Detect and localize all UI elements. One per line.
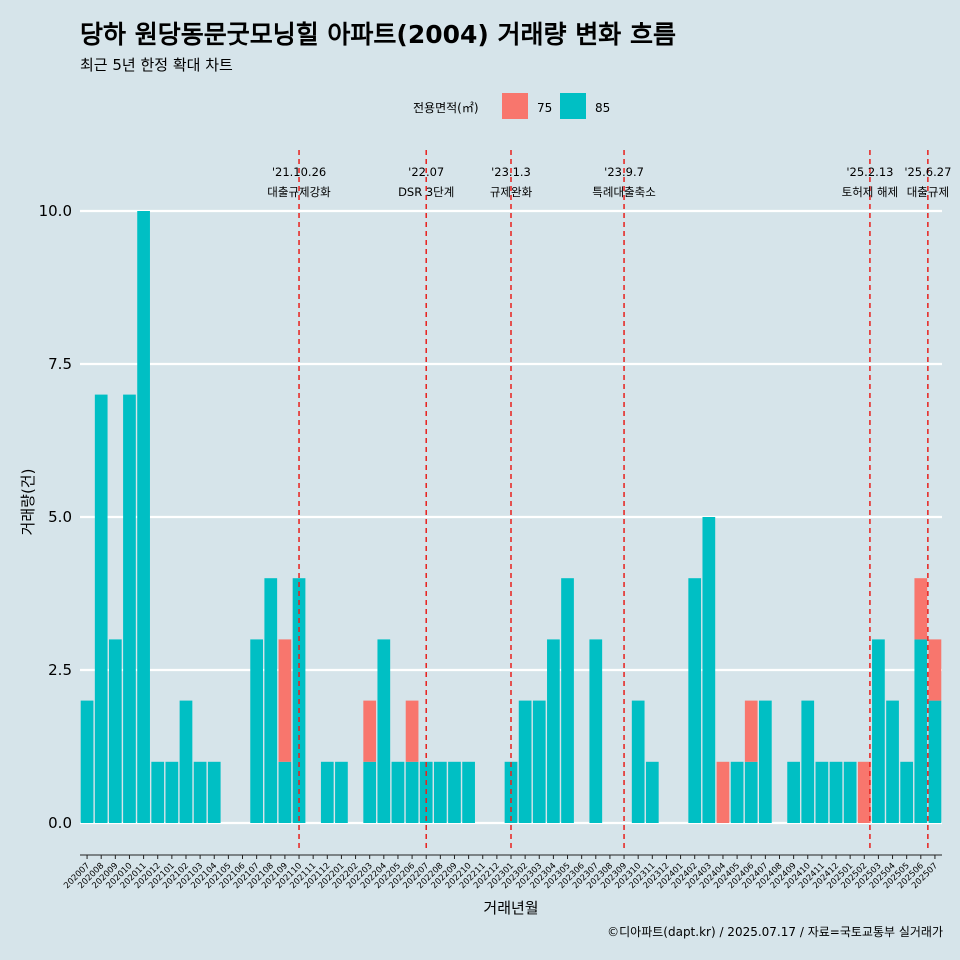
- bar-85-202206: [405, 761, 419, 823]
- bar-85-202505: [900, 761, 914, 823]
- y-axis-title: 거래량(건): [19, 469, 37, 536]
- bar-85-202104: [207, 761, 221, 823]
- legend-label-75: 75: [537, 101, 552, 115]
- event-date-label: '21.10.26: [272, 165, 326, 179]
- legend-label-85: 85: [595, 101, 610, 115]
- bar-75-202502: [857, 761, 871, 823]
- bar-75-202404: [716, 761, 730, 823]
- bar-75-202506: [914, 578, 928, 640]
- event-label: 특례대출축소: [592, 185, 655, 199]
- x-axis: 2020072020082020092020102020112020122021…: [62, 854, 942, 891]
- bar-85-202407: [759, 700, 772, 823]
- bar-85-202107: [250, 639, 263, 823]
- x-axis-title: 거래년월: [483, 899, 538, 917]
- y-tick-label: 10.0: [39, 202, 72, 220]
- event-date-label: '23.9.7: [604, 165, 644, 179]
- y-tick-label: 7.5: [48, 355, 72, 373]
- event-date-label: '23.1.3: [491, 165, 531, 179]
- bar-85-202208: [433, 761, 447, 823]
- bar-85-202203: [363, 761, 377, 823]
- bar-85-202304: [547, 639, 560, 823]
- event-label: 토허제 해제: [842, 185, 899, 199]
- bar-85-202008: [94, 394, 108, 823]
- event-date-label: '25.6.27: [904, 165, 951, 179]
- event-markers: '21.10.26 대출규제강화 '22.07 DSR 3단계 '23.1.3 규제완화 '…: [267, 150, 951, 849]
- bar-85-202011: [137, 211, 150, 823]
- legend-title: 전용면적(㎡): [413, 101, 479, 115]
- bar-85-202007: [80, 700, 94, 823]
- event-date-label: '25.2.13: [846, 165, 893, 179]
- y-tick-label: 0.0: [48, 814, 72, 832]
- bar-85-202108: [264, 578, 278, 823]
- bar-85-202012: [151, 761, 165, 823]
- event-date-label: '22.07: [408, 165, 444, 179]
- bar-85-202506: [914, 639, 928, 823]
- bar-85-202109: [278, 761, 292, 823]
- bar-85-202311: [645, 761, 659, 823]
- bar-85-202205: [391, 761, 405, 823]
- bar-85-202504: [886, 700, 899, 823]
- legend: 전용면적(㎡) 75 85: [413, 93, 610, 119]
- bar-75-202406: [744, 700, 758, 762]
- bar-85-202402: [688, 578, 702, 823]
- bar-85-202403: [702, 517, 716, 823]
- y-tick-label: 5.0: [48, 508, 72, 526]
- legend-swatch-85: [560, 93, 586, 119]
- chart-subtitle: 최근 5년 한정 확대 차트: [80, 56, 233, 74]
- bar-85-202103: [193, 761, 207, 823]
- caption: ©디아파트(dapt.kr) / 2025.07.17 / 자료=국토교통부 실…: [607, 925, 943, 939]
- bar-75-202206: [405, 700, 419, 762]
- bars: [80, 211, 942, 823]
- bar-85-202201: [335, 761, 348, 823]
- event-label: 대출규제: [907, 185, 949, 199]
- bar-85-202102: [179, 700, 193, 823]
- bar-85-202411: [815, 761, 829, 823]
- bar-85-202307: [589, 639, 603, 823]
- bar-85-202410: [801, 700, 815, 823]
- bar-85-202112: [320, 761, 334, 823]
- chart-title: 당하 원당동문굿모닝힐 아파트(2004) 거래량 변화 흐름: [80, 20, 676, 49]
- event-label: 규제완화: [490, 185, 533, 199]
- bar-85-202009: [108, 639, 122, 823]
- bar-75-202203: [363, 700, 377, 762]
- legend-swatch-75: [502, 93, 528, 119]
- bar-85-202209: [448, 761, 461, 823]
- bar-85-202303: [532, 700, 546, 823]
- bar-85-202507: [928, 700, 942, 823]
- bar-85-202501: [843, 761, 857, 823]
- y-axis-ticks: 0.0 2.5 5.0 7.5 10.0: [39, 202, 72, 832]
- bar-85-202302: [518, 700, 532, 823]
- bar-85-202210: [462, 761, 475, 823]
- bar-75-202507: [928, 639, 942, 701]
- y-tick-label: 2.5: [48, 661, 72, 679]
- bar-85-202503: [872, 639, 885, 823]
- bar-85-202010: [123, 394, 136, 823]
- bar-85-202305: [561, 578, 574, 823]
- bar-85-202405: [730, 761, 744, 823]
- event-label: DSR 3단계: [398, 185, 454, 199]
- bar-85-202204: [377, 639, 391, 823]
- event-label: 대출규제강화: [267, 185, 331, 199]
- bar-85-202310: [631, 700, 645, 823]
- bar-75-202109: [278, 639, 292, 762]
- bar-85-202409: [787, 761, 800, 823]
- bar-85-202412: [829, 761, 843, 823]
- bar-85-202101: [165, 761, 179, 823]
- bar-85-202406: [744, 761, 758, 823]
